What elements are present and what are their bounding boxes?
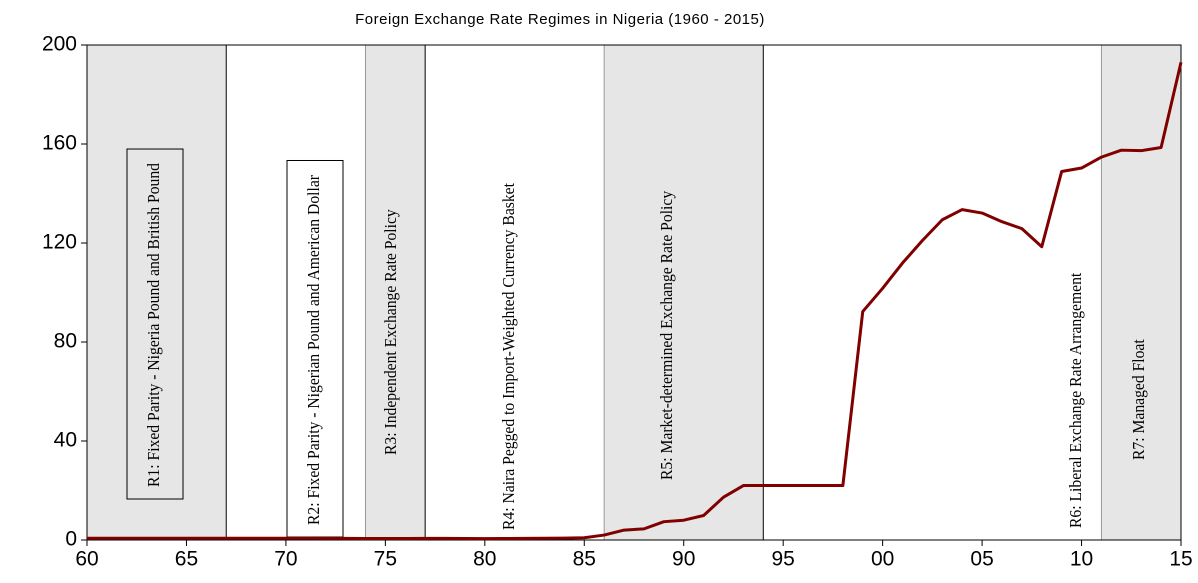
y-tick-label: 160	[42, 132, 77, 155]
x-tick-label: 60	[75, 548, 98, 571]
region-shade	[604, 45, 764, 540]
series-line	[87, 61, 1183, 541]
y-tick-label: 200	[42, 33, 77, 56]
region-label: R3: Independent Exchange Rate Policy	[380, 208, 400, 455]
x-tick-label: 15	[1169, 548, 1192, 571]
region-label-box	[126, 148, 184, 500]
chart-title: Foreign Exchange Rate Regimes in Nigeria…	[355, 11, 765, 28]
region-label: R1: Fixed Parity - Nigeria Pound and Bri…	[143, 163, 163, 487]
x-tick-label: 90	[672, 548, 695, 571]
x-tick-label: 00	[871, 548, 894, 571]
region-label: R2: Fixed Parity - Nigerian Pound and Am…	[303, 174, 323, 525]
region-shade	[1101, 45, 1181, 540]
x-tick-label: 80	[473, 548, 496, 571]
region-label: R6: Liberal Exchange Rate Arrangement	[1065, 272, 1085, 528]
x-tick-label: 85	[573, 548, 596, 571]
region-label: R4: Naira Pegged to Import-Weighted Curr…	[498, 183, 518, 530]
x-tick-label: 05	[970, 548, 993, 571]
x-tick-label: 95	[772, 548, 795, 571]
x-tick-label: 10	[1070, 548, 1093, 571]
y-tick-label: 40	[54, 429, 77, 452]
region-shade	[87, 45, 227, 540]
region-label: R5: Market-determined Exchange Rate Poli…	[656, 190, 676, 480]
y-tick-label: 120	[42, 231, 77, 254]
x-tick-label: 65	[175, 548, 198, 571]
y-tick-label: 0	[65, 528, 77, 551]
region-shade	[365, 45, 426, 540]
x-tick-label: 75	[374, 548, 397, 571]
plot-frame	[86, 44, 1182, 541]
x-tick-label: 70	[274, 548, 297, 571]
region-label: R7: Managed Float	[1128, 339, 1148, 460]
y-tick-label: 80	[54, 330, 77, 353]
